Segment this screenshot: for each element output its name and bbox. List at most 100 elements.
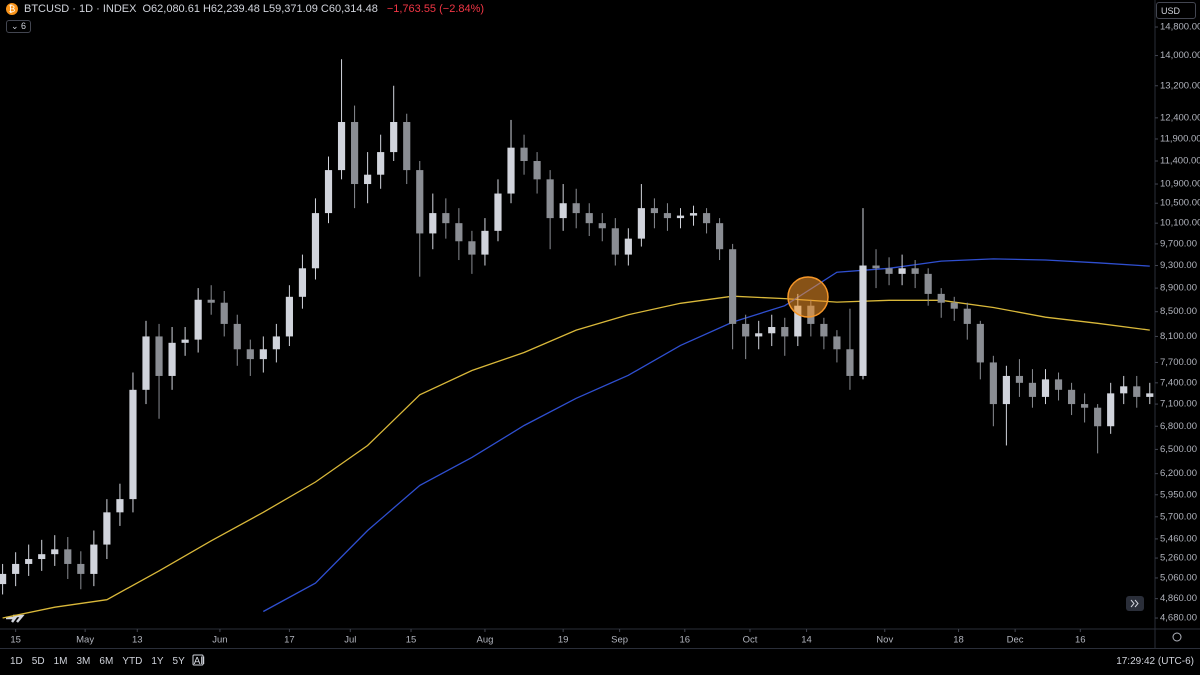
y-tick-label: 6,800.00 (1160, 421, 1197, 432)
range-button[interactable]: 1Y (151, 656, 164, 667)
y-tick-label: 9,300.00 (1160, 260, 1197, 271)
change: −1,763.55 (−2.84%) (386, 3, 485, 15)
moving-average (262, 258, 1150, 613)
range-button[interactable]: 5Y (172, 656, 185, 667)
candle-body (350, 122, 359, 185)
candle-body (259, 349, 267, 360)
candle-body (168, 342, 176, 376)
range-button[interactable]: 5D (31, 656, 45, 667)
ohlc: O62,080.61 H62,239.48 L59,371.09 C60,314.48 (142, 3, 380, 15)
candle-body (1081, 404, 1089, 408)
candle-body (51, 549, 59, 555)
ohlc-key: C (320, 3, 329, 15)
candle-body (1094, 407, 1102, 427)
ohlc-key: O (142, 3, 152, 15)
candle-body (742, 323, 750, 337)
y-tick-label: 5,700.00 (1160, 511, 1197, 522)
x-tick-label: 15 (406, 635, 417, 646)
candle-body (455, 223, 463, 242)
x-tick-label: 17 (284, 635, 295, 646)
candle-body (324, 170, 333, 214)
x-tick-label: 13 (132, 635, 143, 646)
candle-body (898, 268, 906, 274)
candle-body (911, 268, 919, 274)
y-tick-label: 8,100.00 (1160, 331, 1197, 342)
x-tick-label: 15 (10, 635, 21, 646)
highlight-circle (787, 276, 829, 318)
candle-body (989, 362, 997, 405)
range-button[interactable]: 3M (76, 656, 91, 667)
candle-body (1028, 382, 1037, 397)
y-tick-label: 6,200.00 (1160, 468, 1197, 479)
x-tick-label: Jun (212, 635, 227, 646)
symbol: BTCUSD · 1D · INDEX (24, 3, 137, 15)
settings-icon[interactable] (1172, 632, 1182, 642)
calendar-icon[interactable] (192, 654, 204, 666)
candle-body (768, 327, 776, 334)
candle-body (872, 265, 880, 269)
candle-body (702, 213, 711, 224)
x-tick-label: 16 (1075, 635, 1086, 646)
y-tick-label: 10,100.00 (1160, 218, 1200, 229)
range-button[interactable]: YTD (122, 656, 143, 667)
candle-body (611, 228, 619, 255)
range-button[interactable]: 1D (10, 656, 23, 667)
candle-body (468, 241, 476, 255)
x-tick-label: 18 (953, 635, 964, 646)
y-tick-label: 7,700.00 (1160, 357, 1197, 368)
x-tick-label: 14 (801, 635, 812, 646)
candle-body (390, 122, 398, 153)
y-tick-label: 4,860.00 (1160, 593, 1197, 604)
candle-body (598, 223, 606, 229)
range-button[interactable]: All (193, 656, 205, 667)
moving-average (2, 295, 1150, 619)
candle-body (546, 179, 554, 219)
y-tick-label: 14,800.00 (1160, 22, 1200, 33)
y-tick-label: 11,900.00 (1160, 133, 1200, 144)
range-button[interactable]: 1M (53, 656, 68, 667)
ohlc-value: 62,239.48 (210, 3, 260, 15)
scroll-button[interactable] (1126, 596, 1144, 611)
y-tick-label: 5,950.00 (1160, 489, 1197, 500)
y-tick-label: 12,400.00 (1160, 112, 1200, 123)
candle-body (364, 174, 372, 185)
x-tick-label: Jul (344, 635, 356, 646)
candle-body (794, 305, 802, 337)
candle-body (142, 336, 150, 390)
y-tick-label: 7,400.00 (1160, 377, 1197, 388)
candle-body (689, 213, 698, 216)
candle-body (1015, 375, 1024, 383)
candle-body (1133, 386, 1141, 397)
candle-body (90, 544, 98, 574)
candle-body (820, 323, 828, 337)
candle-body (950, 302, 958, 309)
candle-body (481, 230, 489, 255)
candle-body (859, 265, 867, 376)
candle-body (1120, 386, 1128, 394)
candle-body (181, 339, 189, 343)
logo (6, 614, 25, 623)
candle-body (1054, 379, 1063, 390)
y-tick-label: 11,400.00 (1160, 156, 1200, 167)
candle-body (1107, 393, 1115, 427)
currency-button[interactable]: USD (1156, 2, 1196, 19)
bottom-toolbar: 1D 5D 1M 3M 6M YTD 1Y 5Y All 17:29:42 (UTC-6) (0, 648, 1200, 675)
indicators-toggle[interactable]: ⌄ 6 (6, 20, 32, 33)
ohlc-value: 62,080.61 (151, 3, 200, 15)
range-button[interactable]: 6M (99, 656, 114, 667)
candle-body (846, 349, 854, 376)
candle-body (533, 161, 541, 180)
x-tick-label: Nov (876, 635, 893, 646)
ohlc-value: 60,314.48 (328, 3, 378, 15)
y-tick-label: 8,900.00 (1160, 283, 1197, 294)
x-tick-label: Dec (1007, 635, 1024, 646)
candle-body (207, 299, 215, 303)
candle-body (12, 563, 20, 574)
y-tick-label: 5,460.00 (1160, 533, 1197, 544)
y-tick-label: 4,680.00 (1160, 613, 1197, 624)
candle-body (976, 323, 984, 363)
candle-body (442, 213, 450, 224)
candle-body (1146, 393, 1154, 397)
x-tick-label: 19 (558, 635, 569, 646)
